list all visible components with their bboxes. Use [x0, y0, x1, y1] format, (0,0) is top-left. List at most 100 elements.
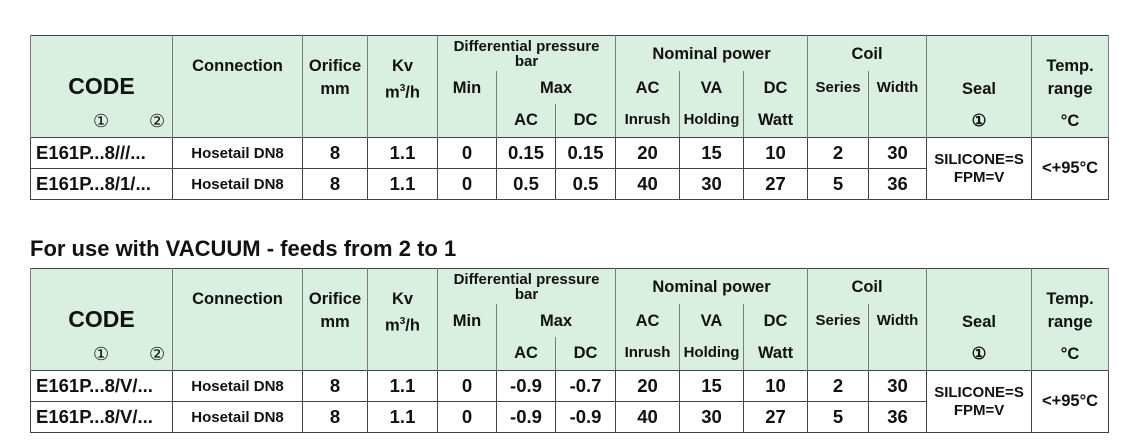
cell-width: 30	[868, 137, 928, 169]
header-orifice: Orifice mm	[302, 268, 368, 371]
coil-width-label: Width	[876, 311, 919, 329]
cell-kv: 1.1	[367, 401, 438, 433]
cell-min: 0	[437, 168, 497, 200]
cell-holding: 30	[679, 168, 745, 200]
seal-marker: ①	[971, 112, 987, 130]
cell-width: 36	[868, 401, 928, 433]
cell-holding: 15	[679, 370, 745, 402]
cell-kv: 1.1	[367, 137, 438, 169]
differential-pressure-label: Differential pressure	[453, 271, 600, 288]
cell-holding: 30	[679, 401, 745, 433]
np-ac-label: AC	[635, 78, 660, 97]
cell-max-dc: -0.7	[554, 370, 617, 402]
section-title-vacuum: For use with VACUUM - feeds from 2 to 1	[30, 236, 457, 261]
header-nominal-power: Nominal power	[615, 35, 809, 71]
cell-holding: 15	[679, 137, 745, 169]
max-ac-label: AC	[514, 343, 538, 362]
temp-range-label: range	[1047, 80, 1093, 98]
header-min: Min	[437, 70, 497, 138]
code-marker-1: ①	[93, 344, 110, 364]
valve-spec-table: CODE ① ② Connection Orifice mm Kv m3/h Dif…	[30, 35, 1110, 200]
max-dc-label: DC	[573, 343, 598, 362]
header-connection: Connection	[172, 35, 303, 138]
seal-label: Seal	[962, 80, 996, 98]
max-label: Max	[539, 78, 573, 97]
header-np-va: VA	[679, 70, 745, 104]
min-label: Min	[452, 78, 482, 97]
header-watt: Watt	[743, 336, 809, 371]
cell-watt: 10	[743, 137, 809, 169]
cell-max-dc: -0.9	[554, 401, 617, 433]
vacuum-valve-spec-table: CODE ① ② Connection Orifice mm Kv m3/h Dif…	[30, 268, 1110, 433]
coil-series-label: Series	[815, 78, 861, 96]
cell-width: 36	[868, 168, 928, 200]
coil-width-label: Width	[876, 78, 919, 96]
differential-pressure-unit: bar	[514, 53, 539, 70]
header-coil: Coil	[807, 268, 928, 304]
cell-max-ac: 0.15	[496, 137, 556, 169]
holding-label: Holding	[683, 343, 740, 361]
orifice-unit: mm	[320, 313, 350, 331]
code-marker-2: ②	[149, 111, 166, 131]
cell-connection: Hosetail DN8	[172, 401, 303, 433]
cell-watt: 27	[743, 168, 809, 200]
header-inrush: Inrush	[615, 336, 681, 371]
header-np-ac: AC	[615, 70, 681, 104]
header-coil-series: Series	[807, 70, 870, 138]
code-marker-2: ②	[149, 344, 166, 364]
cell-width: 30	[868, 370, 928, 402]
header-watt: Watt	[743, 103, 809, 138]
header-coil-width: Width	[868, 70, 928, 138]
header-coil-series: Series	[807, 303, 870, 371]
max-ac-label: AC	[514, 110, 538, 129]
header-seal: Seal ①	[926, 35, 1033, 138]
header-max: Max	[495, 303, 617, 337]
np-dc-label: DC	[763, 311, 788, 330]
table-row: E161P...8/V/... Hosetail DN8 8 1.1 0 -0.9 -0.9…	[30, 401, 1109, 433]
header-max: Max	[495, 70, 617, 104]
cell-series: 2	[807, 137, 870, 169]
seal-silicone: SILICONE=S	[934, 150, 1024, 168]
cell-inrush: 40	[615, 168, 681, 200]
cell-max-dc: 0.5	[554, 168, 617, 200]
cell-kv: 1.1	[367, 370, 438, 402]
cell-code: E161P...8/V/...	[30, 370, 173, 402]
seal-silicone: SILICONE=S	[934, 383, 1024, 401]
header-np-dc: DC	[743, 70, 809, 104]
header-kv: Kv m3/h	[367, 35, 438, 138]
cell-code: E161P...8/V/...	[30, 401, 173, 433]
header-max-dc: DC	[554, 103, 617, 138]
cell-connection: Hosetail DN8	[172, 168, 303, 200]
code-marker-1: ①	[93, 111, 110, 131]
np-dc-label: DC	[763, 78, 788, 97]
code-label: CODE	[68, 306, 135, 332]
cell-inrush: 20	[615, 137, 681, 169]
header-holding: Holding	[679, 103, 745, 138]
np-va-label: VA	[700, 311, 723, 330]
cell-seal: SILICONE=S FPM=V	[926, 370, 1033, 433]
temp-label: Temp.	[1046, 290, 1094, 308]
header-temp: Temp. range °C	[1031, 35, 1110, 138]
cell-series: 5	[807, 168, 870, 200]
header-differential-pressure: Differential pressure bar	[436, 35, 617, 71]
connection-label: Connection	[192, 290, 283, 308]
kv-unit: m3/h	[385, 316, 420, 335]
header-temp: Temp. range °C	[1031, 268, 1110, 371]
table-header: CODE ① ② Connection Orifice mm Kv m3/h Dif…	[30, 35, 1110, 138]
header-np-ac: AC	[615, 303, 681, 337]
header-coil: Coil	[807, 35, 928, 71]
header-orifice: Orifice mm	[302, 35, 368, 138]
header-code: CODE ① ②	[30, 268, 173, 371]
cell-temp: <+95°C	[1031, 137, 1110, 200]
watt-label: Watt	[757, 343, 794, 362]
holding-label: Holding	[683, 110, 740, 128]
cell-inrush: 40	[615, 401, 681, 433]
table-header: CODE ① ② Connection Orifice mm Kv m3/h Dif…	[30, 268, 1110, 371]
inrush-label: Inrush	[624, 110, 671, 128]
header-nominal-power: Nominal power	[615, 268, 809, 304]
header-np-dc: DC	[743, 303, 809, 337]
header-max-ac: AC	[496, 103, 556, 138]
cell-orifice: 8	[302, 401, 368, 433]
cell-kv: 1.1	[367, 168, 438, 200]
connection-label: Connection	[192, 57, 283, 75]
